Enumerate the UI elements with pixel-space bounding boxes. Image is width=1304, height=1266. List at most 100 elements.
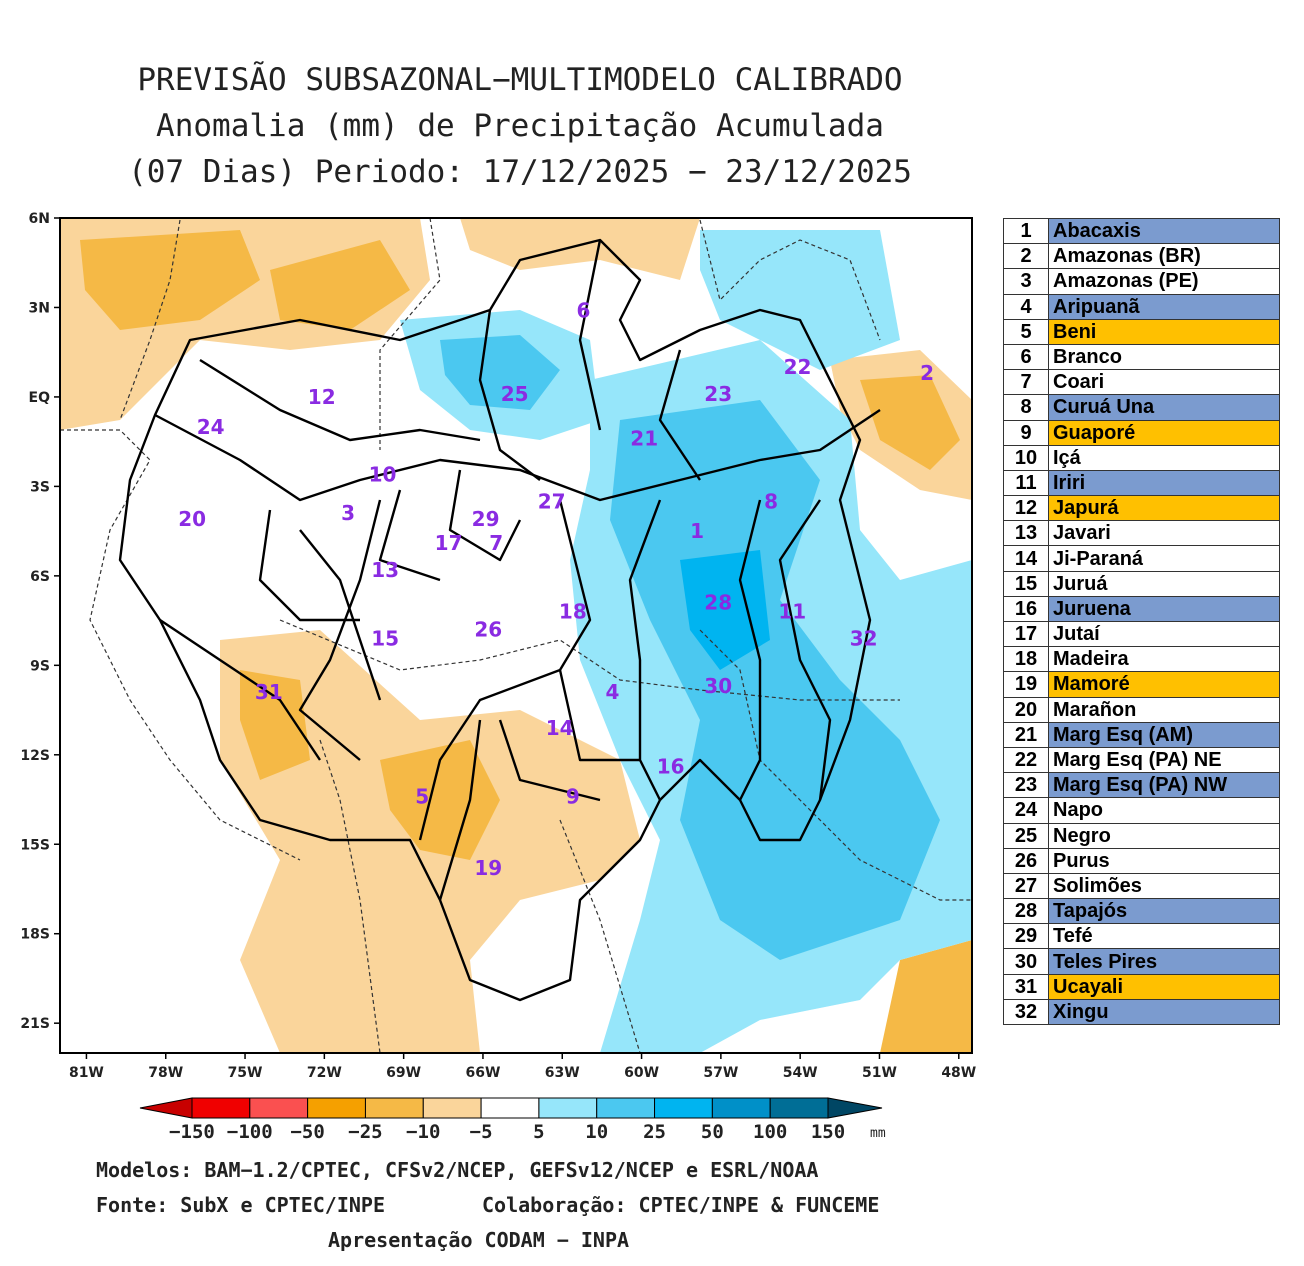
legend-basin-name: Amazonas (PE) xyxy=(1048,268,1280,295)
legend-row: 23 Marg Esq (PA) NW xyxy=(1003,772,1280,799)
legend-row: 32 Xingu xyxy=(1003,998,1280,1026)
legend-number: 13 xyxy=(1003,520,1049,547)
colorbar-label: 50 xyxy=(701,1121,724,1143)
basin-label-20: 20 xyxy=(178,507,206,531)
legend-basin-name: Madeira xyxy=(1048,646,1280,673)
colorbar-segment xyxy=(249,1097,309,1119)
lon-tick-label: 48W xyxy=(941,1065,976,1081)
legend-basin-name: Ucayali xyxy=(1048,973,1280,1000)
lon-tick-label: 72W xyxy=(307,1065,342,1081)
legend-row: 7 Coari xyxy=(1003,369,1280,396)
country-borders xyxy=(60,218,972,1053)
lon-tick-label: 78W xyxy=(148,1065,183,1081)
legend-number: 12 xyxy=(1003,495,1049,522)
basin-label-11: 11 xyxy=(778,600,806,624)
legend-number: 21 xyxy=(1003,721,1049,748)
basin-label-14: 14 xyxy=(546,716,574,740)
wet-anomaly-central-core xyxy=(610,400,940,960)
longitude-axis: 81W 78W 75W 72W 69W 66W 63W 60W 57W 54W 51W 48W xyxy=(69,1053,976,1081)
title-line-2: Anomalia (mm) de Precipitação Acumulada xyxy=(156,108,884,144)
colorbar-segment xyxy=(307,1097,366,1119)
legend-basin-name: Negro xyxy=(1048,822,1280,849)
legend-row: 14 Ji-Paraná xyxy=(1003,545,1280,572)
basin-label-25: 25 xyxy=(501,382,529,406)
javari-jurua-divide xyxy=(258,509,360,622)
lat-tick-label: 3N xyxy=(29,300,50,316)
dry-anomaly-south-west-core xyxy=(240,670,310,780)
dry-anomaly-north-west-core xyxy=(80,230,260,330)
legend-basin-name: Amazonas (BR) xyxy=(1048,243,1280,270)
basin-label-28: 28 xyxy=(704,591,732,615)
lat-tick-label: 18S xyxy=(20,927,50,943)
dry-anomaly-north-guiana xyxy=(460,218,700,280)
jurua-divide xyxy=(299,529,382,701)
legend-row: 4 Aripuanã xyxy=(1003,293,1280,320)
basin-label-17: 17 xyxy=(435,531,463,555)
legend-number: 19 xyxy=(1003,671,1049,698)
legend-row: 31 Ucayali xyxy=(1003,973,1280,1000)
legend-number: 6 xyxy=(1003,343,1049,371)
legend-number: 4 xyxy=(1003,293,1049,320)
legend-row: 2 Amazonas (BR) xyxy=(1003,243,1280,270)
legend-row: 18 Madeira xyxy=(1003,646,1280,673)
legend-basin-name: Purus xyxy=(1048,847,1280,874)
legend-basin-name: Japurá xyxy=(1048,495,1280,522)
legend-number: 7 xyxy=(1003,369,1049,396)
basin-label-13: 13 xyxy=(371,558,399,582)
dry-anomaly-north-east-core xyxy=(860,375,960,470)
basin-label-6: 6 xyxy=(576,298,590,322)
basin-label-18: 18 xyxy=(559,600,587,624)
colorbar-label: −5 xyxy=(470,1121,493,1143)
legend-number: 22 xyxy=(1003,746,1049,774)
basin-label-4: 4 xyxy=(606,680,620,704)
basin-label-27: 27 xyxy=(538,489,566,513)
legend-number: 8 xyxy=(1003,394,1049,421)
legend-number: 5 xyxy=(1003,318,1049,345)
colorbar-high-arrow xyxy=(827,1097,883,1119)
jutai-divide xyxy=(378,489,441,582)
lon-tick-label: 63W xyxy=(545,1065,580,1081)
tapajos-divide xyxy=(628,499,662,801)
lon-tick-label: 66W xyxy=(465,1065,500,1081)
legend-basin-name: Aripuanã xyxy=(1048,293,1280,320)
legend-row: 10 Içá xyxy=(1003,444,1280,471)
basin-label-23: 23 xyxy=(704,382,732,406)
colorbar-label: 10 xyxy=(585,1121,608,1143)
legend-basin-name: Içá xyxy=(1048,444,1280,471)
footer-source: Fonte: SubX e CPTEC/INPE xyxy=(96,1193,385,1217)
lat-tick-label: 12S xyxy=(20,748,50,764)
legend-row: 17 Jutaí xyxy=(1003,620,1280,648)
legend-row: 12 Japurá xyxy=(1003,495,1280,522)
lat-tick-label: 6S xyxy=(30,569,50,585)
legend-basin-name: Tefé xyxy=(1048,923,1280,950)
colorbar-segment xyxy=(191,1097,251,1119)
basin-label-22: 22 xyxy=(784,355,812,379)
legend-basin-name: Juruá xyxy=(1048,570,1280,597)
colorbar-label: 5 xyxy=(533,1121,544,1143)
colorbar-label: −10 xyxy=(406,1121,440,1143)
legend-number: 16 xyxy=(1003,595,1049,623)
legend-row: 15 Juruá xyxy=(1003,570,1280,597)
legend-number: 3 xyxy=(1003,268,1049,295)
legend-number: 24 xyxy=(1003,797,1049,824)
dry-anomaly-north-west-core2 xyxy=(270,240,410,330)
precipitation-anomaly-map: 6N 3N EQ 3S 6S 9S 12S 15S 18S 21S 81W 78W 75W 72W 69W… xyxy=(0,200,990,1085)
colorbar: −150 −100 −50 −25 −10 −5 5 10 25 50 100 150 mm xyxy=(130,1090,910,1150)
basin-outlines xyxy=(118,238,881,1002)
anomaly-fields xyxy=(60,218,972,1053)
legend-basin-name: Beni xyxy=(1048,318,1280,345)
legend-row: 21 Marg Esq (AM) xyxy=(1003,721,1280,748)
lat-tick-label: 9S xyxy=(30,658,50,674)
basin-label-12: 12 xyxy=(308,385,336,409)
legend-number: 17 xyxy=(1003,620,1049,648)
legend-basin-name: Marg Esq (PA) NE xyxy=(1048,746,1280,774)
lat-tick-label: 21S xyxy=(20,1016,50,1032)
basin-label-10: 10 xyxy=(369,462,397,486)
colorbar-low-arrow xyxy=(139,1097,193,1119)
legend-basin-name: Guaporé xyxy=(1048,419,1280,446)
colorbar-segment xyxy=(596,1097,656,1119)
basin-label-19: 19 xyxy=(474,856,502,880)
legend-number: 9 xyxy=(1003,419,1049,446)
legend-basin-name: Marg Esq (AM) xyxy=(1048,721,1280,748)
lat-tick-label: 6N xyxy=(29,211,50,227)
